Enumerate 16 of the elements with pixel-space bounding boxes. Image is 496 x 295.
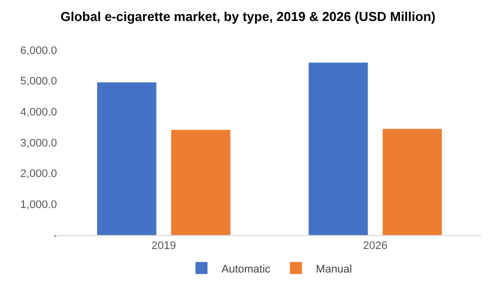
bar xyxy=(97,82,156,235)
legend-label: Manual xyxy=(316,263,352,276)
bar xyxy=(308,62,368,235)
bar xyxy=(382,128,442,235)
y-tick-label: 3,000.0 xyxy=(20,137,57,150)
chart-title: Global e-cigarette market, by type, 2019 & 2026 (USD Million) xyxy=(60,8,436,24)
y-tick-label: 5,000.0 xyxy=(20,76,57,88)
bar xyxy=(171,130,230,235)
y-tick-label: 4,000.0 xyxy=(20,106,57,119)
x-tick-label: 2026 xyxy=(363,240,388,252)
x-tick-label: 2019 xyxy=(152,240,176,252)
y-tick-label: 6,000.0 xyxy=(20,44,57,57)
legend-label: Automatic xyxy=(222,263,271,276)
y-tick-label: 2,000.0 xyxy=(20,168,57,180)
y-tick-label: 1,000.0 xyxy=(20,199,57,212)
y-tick-label: - xyxy=(53,230,58,242)
